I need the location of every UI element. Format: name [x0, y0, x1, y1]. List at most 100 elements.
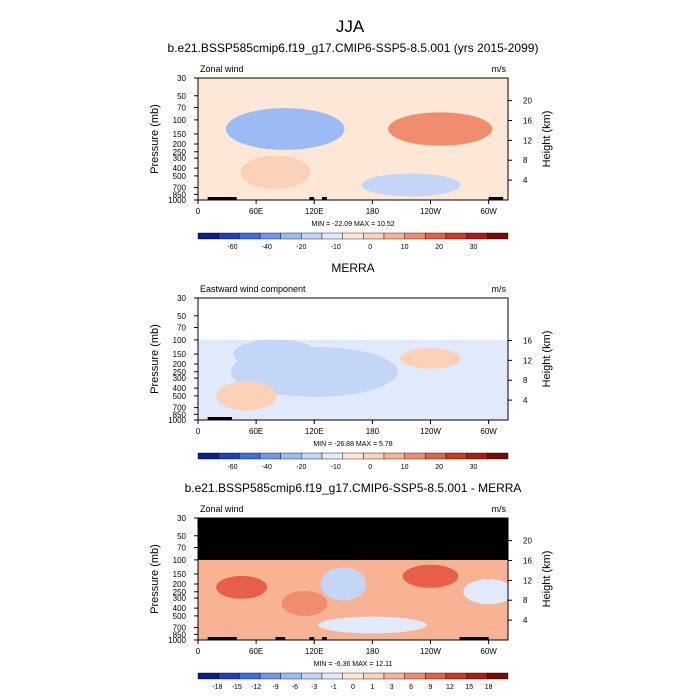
y-tick-label: 70 [177, 543, 186, 552]
colorbar-swatch [445, 232, 467, 240]
topography [227, 197, 237, 200]
colorbar-label: 0 [351, 684, 355, 691]
y2-tick-label: 8 [523, 596, 528, 605]
topography [207, 417, 232, 420]
x-tick-label: 120W [420, 427, 441, 436]
colorbar-label: 0 [368, 244, 372, 251]
colorbar-swatch [445, 672, 467, 680]
contour-region [240, 155, 311, 189]
panel-model: b.e21.BSSP585cmip6.f19_g17.CMIP6-SSP5-8.… [149, 41, 553, 251]
y2-tick-label: 16 [523, 116, 532, 125]
x-tick-label: 0 [196, 427, 201, 436]
x-tick-label: 0 [196, 647, 201, 656]
colorbar-swatch [445, 452, 467, 460]
y2-tick-label: 4 [523, 396, 528, 405]
contour-region [216, 381, 277, 411]
colorbar-swatch [466, 232, 488, 240]
x-tick-label: 60E [249, 427, 263, 436]
units-label: m/s [492, 284, 507, 294]
y2-tick-label: 12 [523, 136, 532, 145]
contour-region [281, 590, 328, 616]
y-axis-title: Pressure (mb) [149, 104, 161, 174]
y-tick-label: 250 [173, 588, 187, 597]
plot-frame [197, 77, 509, 201]
colorbar-label: 12 [446, 684, 454, 691]
colorbar-swatch [404, 232, 426, 240]
colorbar-label: 18 [485, 684, 493, 691]
colorbar-swatch [280, 672, 302, 680]
y-tick-label: 400 [173, 384, 187, 393]
colorbar-swatch [342, 452, 364, 460]
y2-tick-label: 8 [523, 376, 528, 385]
colorbar-swatch [239, 452, 261, 460]
x-tick-label: 60E [249, 207, 263, 216]
topography [322, 637, 327, 640]
y-tick-label: 300 [173, 594, 187, 603]
colorbar-swatch [404, 672, 426, 680]
chart-title: MERRA [331, 261, 374, 275]
y-tick-label: 500 [173, 392, 187, 401]
y-axis-title: Pressure (mb) [149, 324, 161, 394]
colorbar-swatch [342, 672, 364, 680]
x-tick-label: 0 [196, 207, 201, 216]
y-tick-label: 300 [173, 154, 187, 163]
colorbar-label: -20 [296, 464, 306, 471]
y-tick-label: 1000 [168, 196, 186, 205]
colorbar-label: 3 [390, 684, 394, 691]
y2-tick-label: 20 [523, 97, 532, 106]
contour-region [402, 564, 459, 588]
y-tick-label: 400 [173, 164, 187, 173]
chart-title: b.e21.BSSP585cmip6.f19_g17.CMIP6-SSP5-8.… [168, 41, 539, 55]
colorbar-label: -1 [331, 684, 337, 691]
y2-tick-label: 4 [523, 616, 528, 625]
contour-region [400, 347, 461, 369]
y2-tick-label: 12 [523, 576, 532, 585]
contour-region [216, 575, 267, 599]
colorbar-swatch [363, 452, 385, 460]
colorbar-swatch [487, 232, 509, 240]
colorbar-swatch [487, 452, 509, 460]
colorbar-label: 10 [401, 244, 409, 251]
y-tick-label: 850 [173, 630, 187, 639]
topography [207, 197, 228, 200]
colorbar-label: 0 [368, 464, 372, 471]
y-tick-label: 200 [173, 580, 187, 589]
x-tick-label: 60W [480, 427, 497, 436]
data-layer [198, 518, 508, 640]
colorbar-label: -10 [331, 244, 341, 251]
colorbar-swatch [197, 452, 219, 460]
y2-tick-label: 4 [523, 176, 528, 185]
y2-tick-label: 16 [523, 336, 532, 345]
plot-frame [197, 517, 509, 641]
colorbar-swatch [363, 672, 385, 680]
colorbar-label: -40 [262, 464, 272, 471]
colorbar-label: -3 [311, 684, 317, 691]
colorbar-swatch [383, 232, 405, 240]
colorbar-swatch [218, 232, 240, 240]
colorbar-label: -10 [331, 464, 341, 471]
x-tick-label: 120W [420, 647, 441, 656]
contour-region [317, 616, 427, 634]
y-tick-label: 70 [177, 323, 186, 332]
colorbar-label: -60 [227, 464, 237, 471]
colorbar-label: -20 [296, 244, 306, 251]
topography [309, 197, 315, 200]
colorbar-label: 20 [435, 464, 443, 471]
y-tick-label: 200 [173, 360, 187, 369]
min-max-stats: MIN = -22.09 MAX = 10.52 [311, 221, 394, 228]
colorbar-swatch [404, 452, 426, 460]
y2-tick-label: 8 [523, 156, 528, 165]
x-tick-label: 120E [305, 427, 324, 436]
topography [227, 637, 237, 640]
contour-region [225, 108, 345, 150]
colorbar-label: 15 [465, 684, 473, 691]
colorbar-swatch [259, 672, 281, 680]
colorbar-swatch [280, 452, 302, 460]
colorbar-swatch [363, 232, 385, 240]
y-tick-label: 50 [177, 92, 186, 101]
y-tick-label: 70 [177, 103, 186, 112]
no-data-mask [198, 298, 508, 340]
y2-axis-title: Height (km) [541, 551, 553, 608]
panel-merra: MERRA Eastward wind component m/s 0 60E 120E 1… [149, 261, 553, 471]
